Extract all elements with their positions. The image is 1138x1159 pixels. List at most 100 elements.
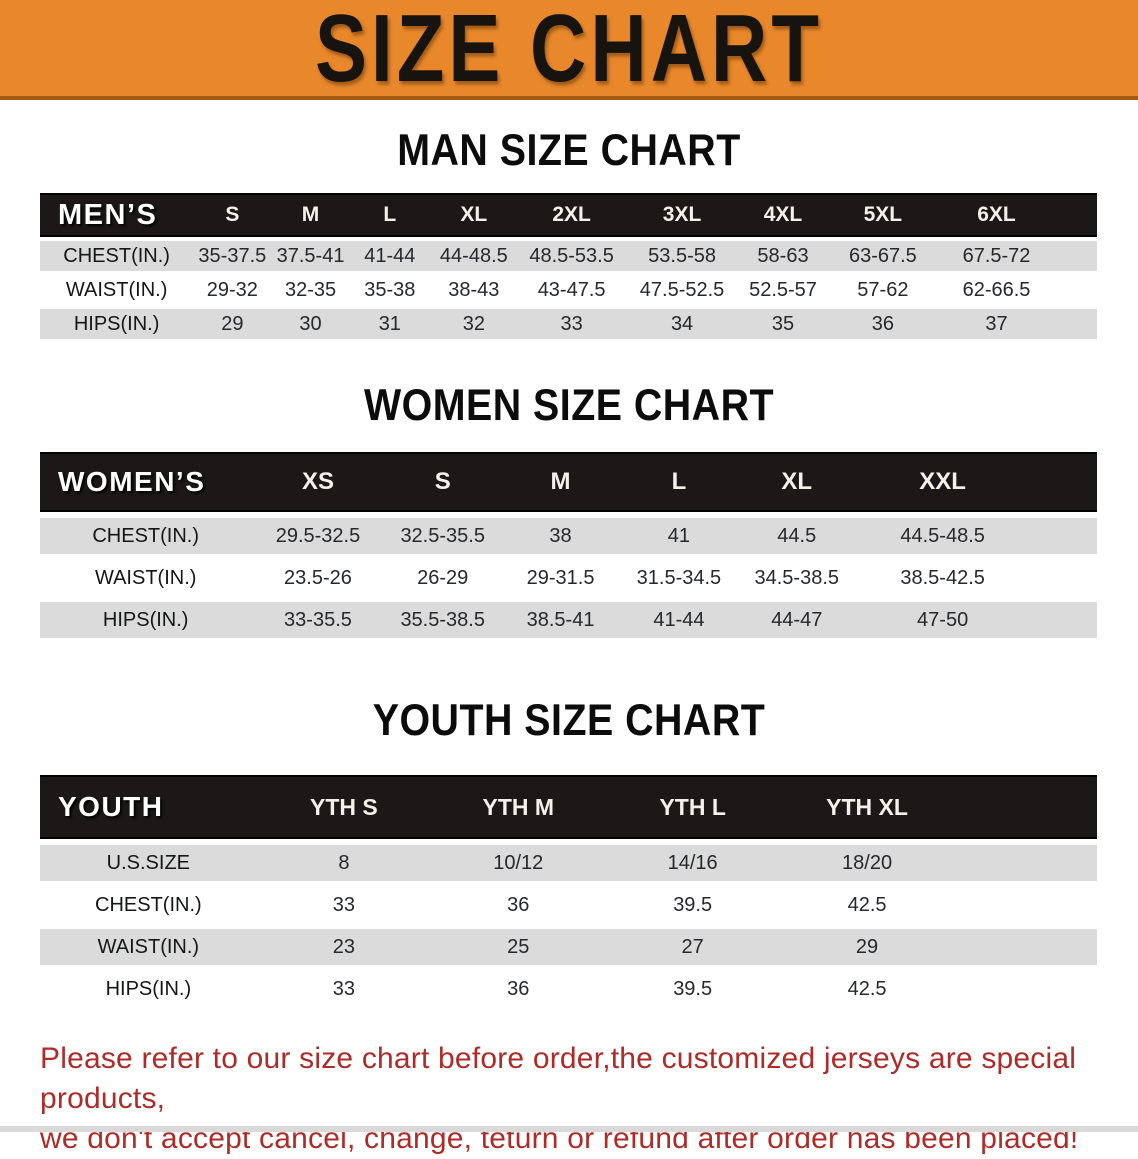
table-header-row: WOMEN’S XS S M L XL XXL [40, 452, 1097, 512]
column-header: 2XL [517, 193, 626, 237]
table-row: CHEST(IN.) 29.5-32.5 32.5-35.5 38 41 44.5 44.5… [40, 518, 1097, 554]
size-cell: 35-38 [349, 275, 430, 305]
youth-size-table: YOUTH YTH S YTH M YTH L YTH XL U.S.SIZE 8 10/12… [40, 769, 1097, 1013]
row-label: WAIST(IN.) [40, 275, 194, 305]
disclaimer-line-2: we don't accept cancel, change, teturn o… [40, 1122, 1079, 1155]
table-row: HIPS(IN.) 33-35.5 35.5-38.5 38.5-41 41-44 44-… [40, 602, 1097, 638]
size-cell: 39.5 [605, 887, 780, 923]
size-cell: 38.5-41 [500, 602, 621, 638]
column-header: YTH XL [779, 775, 955, 839]
size-cell: 42.5 [779, 887, 955, 923]
table-row: U.S.SIZE 8 10/12 14/16 18/20 [40, 845, 1097, 881]
banner-title: SIZE CHART [315, 0, 823, 102]
row-label: WAIST(IN.) [40, 929, 257, 965]
table-header-row: YOUTH YTH S YTH M YTH L YTH XL [40, 775, 1097, 839]
header-spacer [1054, 193, 1097, 237]
column-header: XL [737, 452, 856, 512]
size-cell: 10/12 [431, 845, 606, 881]
size-cell: 26-29 [384, 560, 501, 596]
size-cell: 58-63 [738, 241, 828, 271]
disclaimer: Please refer to our size chart before or… [0, 1039, 1138, 1159]
size-cell: 31 [349, 309, 430, 339]
section-men: MAN SIZE CHART MEN’S S M L XL 2XL 3XL 4XL 5XL 6XL… [0, 125, 1138, 343]
table-corner-label: WOMEN’S [40, 452, 252, 512]
cell-spacer [1054, 241, 1097, 271]
row-label: CHEST(IN.) [40, 887, 257, 923]
size-cell: 33-35.5 [251, 602, 385, 638]
size-cell: 36 [431, 887, 606, 923]
table-row: WAIST(IN.) 23.5-26 26-29 29-31.5 31.5-34.5 34… [40, 560, 1097, 596]
cell-spacer [1054, 275, 1097, 305]
column-header: YTH S [256, 775, 432, 839]
size-cell: 47.5-52.5 [625, 275, 739, 305]
size-cell: 38.5-42.5 [855, 560, 1030, 596]
size-cell: 25 [431, 929, 606, 965]
size-cell: 44-47 [737, 602, 856, 638]
size-cell: 35.5-38.5 [384, 602, 501, 638]
table-row: HIPS(IN.) 33 36 39.5 42.5 [40, 971, 1097, 1007]
column-header: S [384, 452, 501, 512]
cell-spacer [1029, 560, 1097, 596]
men-section-heading: MAN SIZE CHART [397, 125, 741, 175]
size-cell: 30 [271, 309, 350, 339]
row-label: WAIST(IN.) [40, 560, 252, 596]
size-cell: 42.5 [779, 971, 955, 1007]
row-label: U.S.SIZE [40, 845, 257, 881]
cell-spacer [954, 845, 1097, 881]
cell-spacer [954, 887, 1097, 923]
section-women: WOMEN SIZE CHART WOMEN’S XS S M L XL XXL CHEST(… [0, 380, 1138, 644]
size-cell: 29-32 [193, 275, 272, 305]
row-label: CHEST(IN.) [40, 241, 194, 271]
size-chart-banner: SIZE CHART [0, 0, 1138, 100]
size-cell: 32.5-35.5 [384, 518, 501, 554]
header-spacer [954, 775, 1097, 839]
size-cell: 41-44 [620, 602, 738, 638]
table-header-row: MEN’S S M L XL 2XL 3XL 4XL 5XL 6XL [40, 193, 1097, 237]
size-cell: 48.5-53.5 [517, 241, 626, 271]
size-cell: 67.5-72 [938, 241, 1055, 271]
column-header: L [620, 452, 738, 512]
column-header: 5XL [827, 193, 939, 237]
size-cell: 18/20 [779, 845, 955, 881]
men-size-table: MEN’S S M L XL 2XL 3XL 4XL 5XL 6XL CHEST(IN.) 35-37… [40, 189, 1097, 343]
size-cell: 14/16 [605, 845, 780, 881]
size-cell: 33 [256, 887, 432, 923]
column-header: 6XL [938, 193, 1055, 237]
size-cell: 41-44 [349, 241, 430, 271]
table-corner-label: MEN’S [40, 193, 194, 237]
column-header: YTH M [431, 775, 606, 839]
size-cell: 29 [779, 929, 955, 965]
size-cell: 23 [256, 929, 432, 965]
size-cell: 62-66.5 [938, 275, 1055, 305]
women-size-table: WOMEN’S XS S M L XL XXL CHEST(IN.) 29.5-32.5 32.5… [40, 446, 1097, 644]
size-cell: 37 [938, 309, 1055, 339]
cell-spacer [1054, 309, 1097, 339]
size-cell: 38 [500, 518, 621, 554]
size-cell: 44.5 [737, 518, 856, 554]
size-cell: 29-31.5 [500, 560, 621, 596]
row-label: HIPS(IN.) [40, 971, 257, 1007]
size-cell: 41 [620, 518, 738, 554]
table-corner-label: YOUTH [40, 775, 257, 839]
size-cell: 23.5-26 [251, 560, 385, 596]
size-cell: 38-43 [429, 275, 518, 305]
size-cell: 43-47.5 [517, 275, 626, 305]
cell-spacer [954, 971, 1097, 1007]
column-header: XXL [855, 452, 1030, 512]
column-header: XS [251, 452, 385, 512]
size-cell: 36 [827, 309, 939, 339]
table-row: CHEST(IN.) 33 36 39.5 42.5 [40, 887, 1097, 923]
youth-section-heading: YOUTH SIZE CHART [372, 695, 766, 745]
size-cell: 47-50 [855, 602, 1030, 638]
size-cell: 33 [517, 309, 626, 339]
table-row: CHEST(IN.) 35-37.5 37.5-41 41-44 44-48.5 48.5… [40, 241, 1097, 271]
column-header: 3XL [625, 193, 739, 237]
size-cell: 33 [256, 971, 432, 1007]
size-cell: 32 [429, 309, 518, 339]
size-cell: 8 [256, 845, 432, 881]
column-header: YTH L [605, 775, 780, 839]
size-cell: 37.5-41 [271, 241, 350, 271]
table-row: HIPS(IN.) 29 30 31 32 33 34 35 36 37 [40, 309, 1097, 339]
header-spacer [1029, 452, 1097, 512]
size-cell: 34 [625, 309, 739, 339]
